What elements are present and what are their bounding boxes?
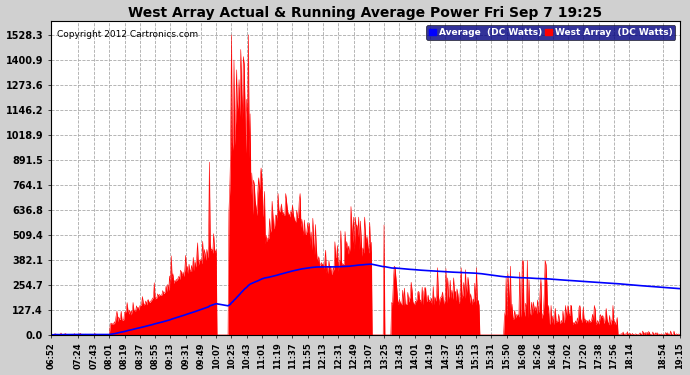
Legend: Average  (DC Watts), West Array  (DC Watts): Average (DC Watts), West Array (DC Watts…: [426, 25, 676, 40]
Text: Copyright 2012 Cartronics.com: Copyright 2012 Cartronics.com: [57, 30, 198, 39]
Title: West Array Actual & Running Average Power Fri Sep 7 19:25: West Array Actual & Running Average Powe…: [128, 6, 602, 20]
